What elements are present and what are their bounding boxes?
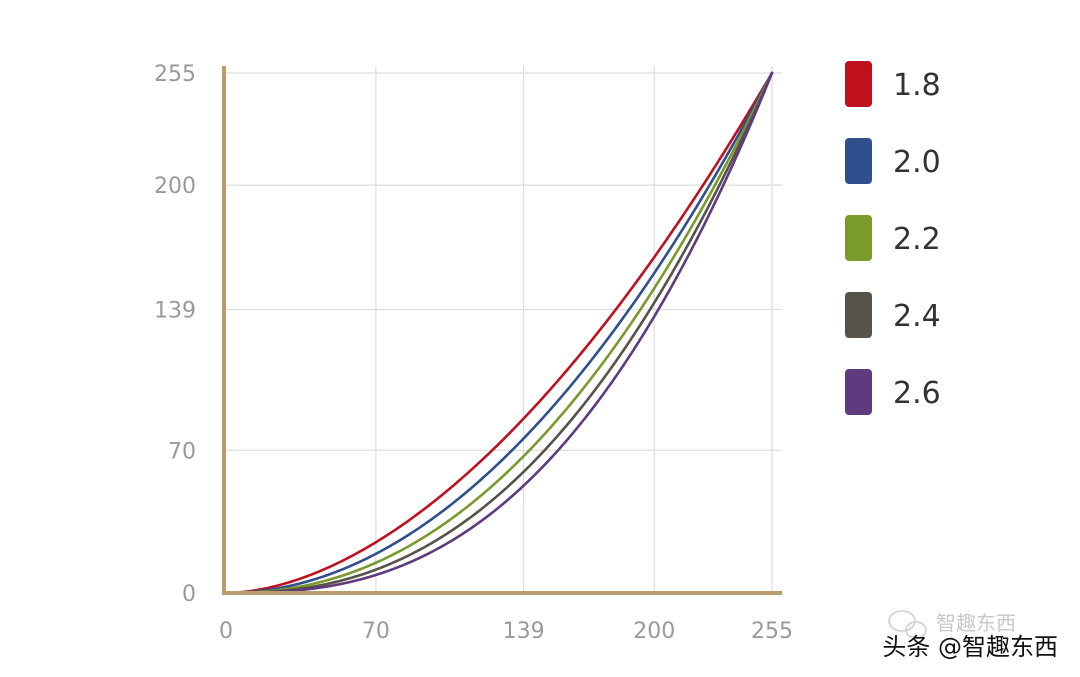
caption-text: 头条 @智趣东西: [882, 633, 1058, 661]
x-tick-label: 0: [219, 619, 233, 644]
y-tick-label: 200: [154, 174, 196, 199]
legend-label-2-0: 2.0: [893, 145, 941, 180]
wechat-icon: [888, 610, 927, 639]
y-tick-label: 0: [182, 582, 196, 607]
legend-swatch-2-0: [845, 138, 872, 184]
series-line-2-6: [224, 71, 774, 595]
x-tick-label: 200: [633, 619, 675, 644]
legend-label-1-8: 1.8: [893, 68, 941, 103]
series-line-2-2: [224, 71, 774, 595]
y-tick-label: 70: [168, 439, 196, 464]
tick-labels: 0 70 139 200 255 0 70 139 200 255: [154, 62, 793, 644]
x-tick-label: 70: [362, 619, 390, 644]
y-tick-label: 255: [154, 62, 196, 87]
legend-label-2-4: 2.4: [893, 299, 941, 334]
legend: 1.8 2.0 2.2 2.4 2.6: [845, 61, 941, 415]
series-curves: [224, 71, 774, 595]
legend-swatch-2-6: [845, 369, 872, 415]
legend-swatch-1-8: [845, 61, 872, 107]
x-tick-label: 139: [503, 619, 545, 644]
watermark-text: 智趣东西: [936, 611, 1016, 635]
series-line-2-0: [224, 71, 774, 595]
series-line-2-4: [224, 71, 774, 595]
y-tick-label: 139: [154, 299, 196, 324]
series-line-1-8: [224, 71, 774, 595]
watermark: 智趣东西: [888, 610, 1016, 639]
legend-label-2-6: 2.6: [893, 376, 941, 411]
x-tick-label: 255: [751, 619, 793, 644]
grid-lines: [226, 66, 782, 593]
legend-swatch-2-4: [845, 292, 872, 338]
axes: [222, 66, 782, 595]
legend-swatch-2-2: [845, 215, 872, 261]
legend-label-2-2: 2.2: [893, 222, 941, 257]
